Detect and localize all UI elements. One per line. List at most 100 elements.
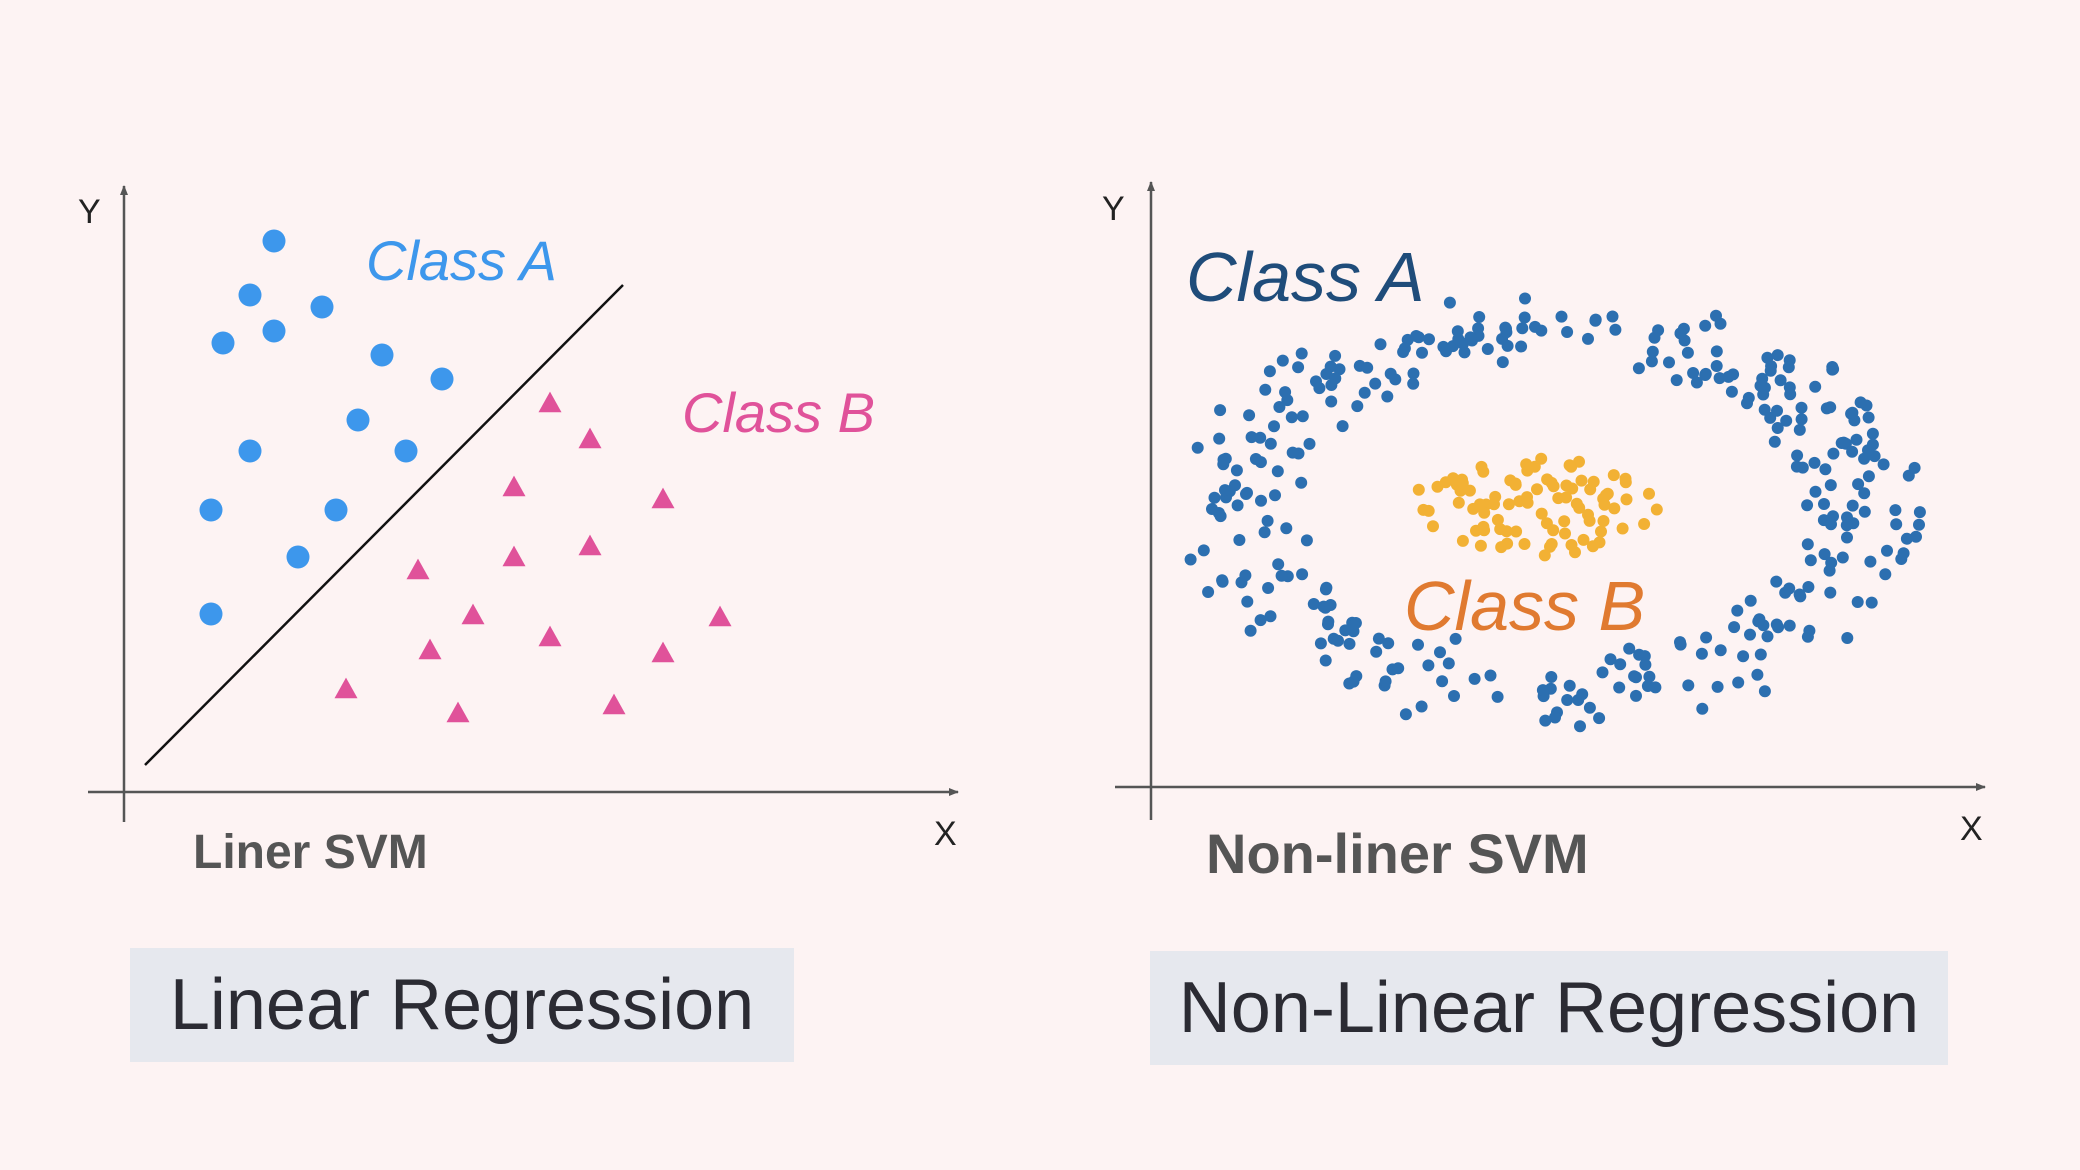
class-a-marker	[1782, 361, 1795, 374]
class-a-marker	[1825, 518, 1837, 531]
class-a-marker	[1280, 522, 1293, 535]
class-a-marker	[1897, 547, 1910, 560]
class-a-marker	[1343, 677, 1356, 690]
class-a-marker	[1825, 556, 1838, 569]
class-a-marker	[1314, 637, 1327, 650]
class-a-marker	[1262, 582, 1275, 594]
class-a-marker	[1392, 662, 1405, 675]
class-a-marker	[1674, 327, 1687, 340]
class-a-marker	[1913, 506, 1926, 519]
class-a-marker	[1269, 489, 1281, 502]
class-a-marker	[1264, 610, 1277, 623]
class-a-marker	[1244, 624, 1257, 637]
class-a-marker	[1545, 671, 1558, 683]
right-class-b-label: Class B	[1404, 567, 1645, 645]
class-a-marker	[1442, 657, 1455, 670]
class-a-marker	[211, 331, 235, 355]
left-y-axis-label: Y	[78, 193, 101, 231]
class-b-marker	[651, 641, 675, 663]
class-b-marker	[1510, 525, 1523, 538]
class-a-marker	[1754, 648, 1767, 661]
class-a-marker	[1351, 400, 1364, 413]
right-class-b-points	[1412, 452, 1663, 562]
class-a-marker	[1824, 586, 1837, 599]
class-a-marker	[1272, 558, 1285, 571]
class-a-marker	[1681, 346, 1694, 359]
class-a-marker	[1519, 292, 1531, 305]
class-a-marker	[1889, 504, 1902, 517]
class-a-marker	[1313, 382, 1326, 395]
class-a-marker	[1710, 309, 1722, 322]
class-a-marker	[1783, 619, 1796, 632]
class-a-marker	[1229, 479, 1241, 492]
class-b-marker	[1495, 541, 1508, 554]
class-a-marker	[1771, 349, 1784, 362]
class-b-marker	[1565, 539, 1578, 551]
class-a-marker	[1214, 404, 1227, 417]
class-b-marker	[1547, 480, 1560, 493]
class-a-marker	[1696, 702, 1709, 715]
class-a-marker	[1674, 638, 1687, 651]
class-a-marker	[1639, 658, 1652, 671]
left-panel: Y X Class A Class B Liner SVM	[78, 185, 959, 879]
class-a-marker	[1754, 379, 1767, 392]
class-b-marker	[578, 534, 602, 556]
class-a-marker	[1879, 568, 1892, 581]
class-b-marker	[1518, 538, 1531, 550]
class-a-marker	[1434, 646, 1446, 659]
class-b-marker	[1560, 479, 1573, 492]
class-a-marker	[1217, 453, 1230, 466]
class-b-marker	[1477, 520, 1490, 533]
class-a-marker	[1324, 599, 1337, 611]
class-a-marker	[1515, 340, 1528, 353]
class-a-marker	[1804, 554, 1817, 567]
class-a-marker	[1379, 675, 1392, 688]
class-a-marker	[1632, 362, 1645, 375]
class-a-marker	[1770, 575, 1783, 588]
class-b-marker	[1584, 483, 1597, 496]
class-a-marker	[1649, 681, 1662, 694]
class-a-marker	[1296, 410, 1309, 423]
class-b-marker	[1422, 504, 1435, 517]
class-a-marker	[1443, 296, 1456, 309]
class-a-marker	[1758, 685, 1771, 698]
class-a-marker	[1824, 401, 1837, 414]
class-a-marker	[1452, 333, 1465, 346]
class-a-marker	[1399, 708, 1412, 721]
class-b-marker	[406, 558, 430, 580]
class-a-marker	[1732, 676, 1745, 689]
class-b-marker	[1535, 452, 1548, 465]
class-a-marker	[1793, 588, 1806, 601]
class-a-marker	[1609, 323, 1622, 336]
class-b-marker	[1607, 469, 1620, 482]
class-a-marker	[1758, 403, 1771, 416]
class-a-marker	[1801, 538, 1814, 551]
class-a-marker	[1695, 647, 1708, 660]
class-a-marker	[1699, 319, 1712, 332]
class-a-marker	[1249, 453, 1262, 465]
class-b-marker	[1547, 524, 1560, 537]
class-a-marker	[1254, 431, 1267, 444]
class-a-marker	[1802, 581, 1815, 593]
class-a-marker	[1275, 569, 1288, 582]
class-b-marker	[502, 545, 526, 567]
class-a-marker	[1361, 361, 1374, 374]
class-a-marker	[1630, 689, 1642, 702]
left-x-axis-label: X	[934, 815, 957, 853]
class-b-marker	[1456, 477, 1469, 490]
class-b-marker	[418, 638, 442, 660]
class-a-marker	[1240, 488, 1252, 500]
class-a-marker	[394, 439, 418, 463]
left-class-b-label: Class B	[682, 381, 875, 444]
class-a-marker	[262, 319, 286, 343]
class-a-marker	[1292, 361, 1305, 374]
class-a-marker	[1793, 423, 1806, 436]
class-a-marker	[1273, 401, 1286, 413]
class-a-marker	[1264, 437, 1277, 450]
class-b-marker	[1502, 498, 1515, 511]
class-b-marker	[1491, 513, 1504, 526]
class-a-marker	[1370, 645, 1383, 658]
class-a-marker	[1771, 422, 1784, 434]
class-a-marker	[1216, 575, 1229, 588]
class-a-marker	[1643, 670, 1656, 683]
